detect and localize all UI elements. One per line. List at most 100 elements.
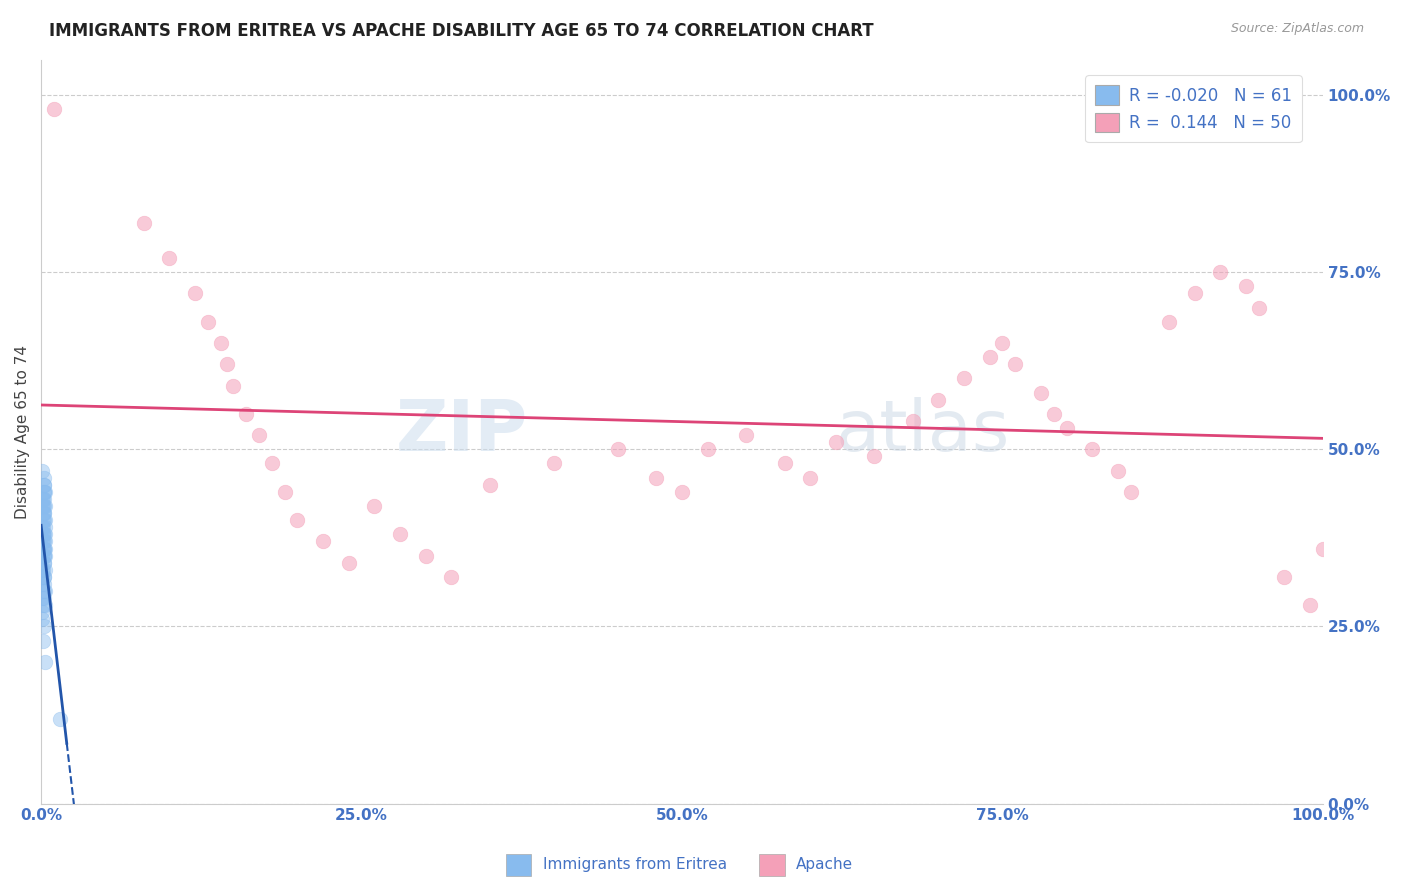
Point xyxy=(773,457,796,471)
Point xyxy=(34,556,56,570)
Point xyxy=(273,484,295,499)
Point xyxy=(927,392,949,407)
Point xyxy=(32,513,55,527)
Point xyxy=(543,457,565,471)
Point xyxy=(863,450,886,464)
Point xyxy=(34,541,56,556)
Point xyxy=(32,513,55,527)
Point xyxy=(34,584,56,599)
Point xyxy=(31,570,53,584)
Point xyxy=(1247,301,1270,315)
Point xyxy=(415,549,437,563)
Point xyxy=(32,619,55,633)
Point xyxy=(645,471,668,485)
Point xyxy=(31,549,53,563)
Point xyxy=(32,506,55,520)
Point xyxy=(1209,265,1232,279)
Point xyxy=(34,506,56,520)
Point xyxy=(32,520,55,534)
Point xyxy=(32,527,55,541)
Point xyxy=(440,570,463,584)
Point xyxy=(235,407,257,421)
Point xyxy=(34,549,56,563)
Point xyxy=(32,541,55,556)
Point xyxy=(132,216,155,230)
Point xyxy=(34,520,56,534)
Point xyxy=(34,534,56,549)
Point xyxy=(34,471,56,485)
Y-axis label: Disability Age 65 to 74: Disability Age 65 to 74 xyxy=(15,344,30,518)
Point xyxy=(312,534,335,549)
Point xyxy=(31,491,53,506)
Point xyxy=(799,471,821,485)
Point xyxy=(34,499,56,513)
Point xyxy=(31,605,53,619)
Point xyxy=(32,506,55,520)
Point xyxy=(32,484,55,499)
Point xyxy=(157,251,180,265)
Point xyxy=(1056,421,1078,435)
Point xyxy=(1042,407,1064,421)
Point xyxy=(260,457,283,471)
Point xyxy=(32,484,55,499)
Point xyxy=(901,414,924,428)
Point xyxy=(337,556,360,570)
Point xyxy=(31,499,53,513)
Point xyxy=(184,286,207,301)
Point xyxy=(1157,315,1180,329)
Point xyxy=(34,534,56,549)
Point xyxy=(32,563,55,577)
Point xyxy=(215,357,238,371)
Point xyxy=(32,633,55,648)
Point xyxy=(696,442,718,457)
Point xyxy=(31,563,53,577)
Point xyxy=(34,477,56,491)
Point xyxy=(32,584,55,599)
Text: Immigrants from Eritrea: Immigrants from Eritrea xyxy=(543,857,727,872)
Point xyxy=(735,428,758,442)
Point xyxy=(32,549,55,563)
Point xyxy=(979,350,1001,364)
Point xyxy=(32,556,55,570)
Point xyxy=(34,477,56,491)
Point xyxy=(953,371,976,385)
Point xyxy=(1274,570,1296,584)
Point xyxy=(1004,357,1026,371)
Point xyxy=(31,591,53,606)
Point xyxy=(478,477,501,491)
Point xyxy=(34,570,56,584)
Point xyxy=(34,499,56,513)
Point xyxy=(34,527,56,541)
Point xyxy=(42,102,65,116)
Point xyxy=(34,549,56,563)
Point xyxy=(606,442,628,457)
Point xyxy=(363,499,385,513)
Text: IMMIGRANTS FROM ERITREA VS APACHE DISABILITY AGE 65 TO 74 CORRELATION CHART: IMMIGRANTS FROM ERITREA VS APACHE DISABI… xyxy=(49,22,875,40)
Point xyxy=(32,491,55,506)
Point xyxy=(197,315,219,329)
Point xyxy=(389,527,412,541)
Point xyxy=(824,435,846,450)
Text: Source: ZipAtlas.com: Source: ZipAtlas.com xyxy=(1230,22,1364,36)
Point xyxy=(991,336,1014,351)
Point xyxy=(32,491,55,506)
Point xyxy=(247,428,270,442)
Point xyxy=(222,378,245,392)
Point xyxy=(34,655,56,669)
Point xyxy=(34,484,56,499)
Point xyxy=(34,577,56,591)
Legend: R = -0.020   N = 61, R =  0.144   N = 50: R = -0.020 N = 61, R = 0.144 N = 50 xyxy=(1085,75,1302,142)
Point xyxy=(31,534,53,549)
Point xyxy=(671,484,693,499)
Point xyxy=(32,527,55,541)
Point xyxy=(31,577,53,591)
Point xyxy=(32,598,55,612)
Point xyxy=(34,598,56,612)
Point xyxy=(34,513,56,527)
Point xyxy=(1029,385,1052,400)
Point xyxy=(49,712,72,726)
Point xyxy=(31,612,53,626)
Point xyxy=(1184,286,1206,301)
Point xyxy=(34,591,56,606)
Point xyxy=(209,336,232,351)
